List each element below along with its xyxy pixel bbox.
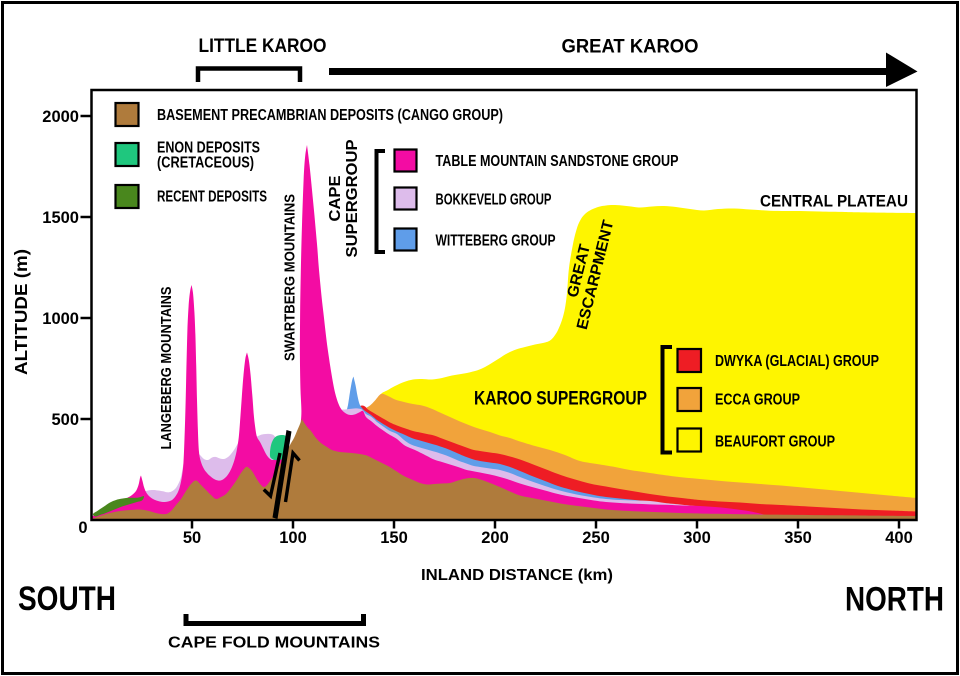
svg-text:KAROO SUPERGROUP: KAROO SUPERGROUP — [474, 389, 647, 410]
svg-text:SUPERGROUP: SUPERGROUP — [344, 140, 361, 258]
svg-text:LANGEBERG MOUNTAINS: LANGEBERG MOUNTAINS — [159, 286, 175, 449]
svg-text:CAPE FOLD MOUNTAINS: CAPE FOLD MOUNTAINS — [168, 635, 380, 652]
svg-text:0: 0 — [78, 519, 87, 537]
svg-text:350: 350 — [784, 529, 812, 547]
svg-text:500: 500 — [51, 411, 79, 429]
svg-text:300: 300 — [683, 529, 711, 547]
svg-text:BOKKEVELD GROUP: BOKKEVELD GROUP — [436, 192, 552, 209]
svg-text:WITTEBERG GROUP: WITTEBERG GROUP — [436, 233, 556, 250]
svg-text:INLAND DISTANCE (km): INLAND DISTANCE (km) — [421, 567, 613, 584]
svg-text:100: 100 — [279, 529, 307, 547]
svg-text:BEAUFORT GROUP: BEAUFORT GROUP — [715, 434, 835, 451]
svg-text:1000: 1000 — [42, 310, 79, 328]
svg-text:400: 400 — [885, 529, 913, 547]
svg-text:(CRETACEOUS): (CRETACEOUS) — [157, 155, 254, 172]
svg-text:GREAT KAROO: GREAT KAROO — [562, 37, 699, 58]
svg-text:ENON DEPOSITS: ENON DEPOSITS — [157, 140, 260, 157]
svg-text:BASEMENT PRECAMBRIAN DEPOSITS: BASEMENT PRECAMBRIAN DEPOSITS (CANGO GRO… — [157, 107, 503, 124]
svg-text:2000: 2000 — [42, 108, 79, 126]
svg-text:CENTRAL PLATEAU: CENTRAL PLATEAU — [760, 192, 908, 211]
svg-text:1500: 1500 — [42, 209, 79, 227]
svg-text:ALTITUDE (m): ALTITUDE (m) — [11, 249, 31, 375]
svg-text:ECCA GROUP: ECCA GROUP — [715, 392, 800, 409]
svg-text:200: 200 — [481, 529, 509, 547]
svg-text:250: 250 — [582, 529, 610, 547]
svg-text:150: 150 — [380, 529, 408, 547]
svg-text:LITTLE KAROO: LITTLE KAROO — [199, 36, 327, 57]
svg-text:SOUTH: SOUTH — [18, 580, 116, 618]
svg-text:RECENT DEPOSITS: RECENT DEPOSITS — [157, 189, 267, 206]
svg-text:NORTH: NORTH — [845, 581, 944, 619]
svg-text:CAPE: CAPE — [327, 176, 344, 222]
svg-text:DWYKA (GLACIAL) GROUP: DWYKA (GLACIAL) GROUP — [715, 353, 879, 370]
svg-text:SWARTBERG MOUNTAINS: SWARTBERG MOUNTAINS — [283, 194, 299, 361]
svg-text:50: 50 — [183, 529, 201, 547]
svg-text:TABLE MOUNTAIN SANDSTONE GROUP: TABLE MOUNTAIN SANDSTONE GROUP — [436, 153, 679, 170]
